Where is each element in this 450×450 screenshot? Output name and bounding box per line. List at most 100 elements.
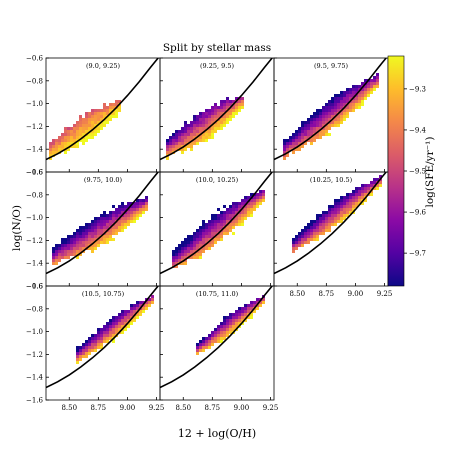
heatmap-cell (58, 142, 61, 145)
heatmap-cell (85, 121, 88, 124)
heatmap-cell (292, 136, 295, 139)
heatmap-cell (190, 124, 193, 127)
heatmap-cell (100, 109, 103, 112)
heatmap-cell (238, 106, 241, 109)
heatmap-cell (217, 334, 220, 337)
heatmap-cell (220, 103, 223, 106)
panel-2: (9.25, 9.5) (159, 57, 275, 173)
heatmap-cell (241, 214, 244, 217)
heatmap-cell (322, 127, 325, 130)
heatmap-cell (79, 247, 82, 250)
heatmap-cell (334, 97, 337, 100)
heatmap-cell (322, 118, 325, 121)
heatmap-cell (193, 142, 196, 145)
heatmap-cell (58, 256, 61, 259)
heatmap-cell (94, 112, 97, 115)
heatmap-cell (307, 235, 310, 238)
heatmap-cell (112, 217, 115, 220)
heatmap-cell (124, 322, 127, 325)
heatmap-cell (127, 217, 130, 220)
heatmap-cell (178, 244, 181, 247)
heatmap-cell (187, 253, 190, 256)
heatmap-cell (208, 109, 211, 112)
heatmap-cell (238, 217, 241, 220)
heatmap-cell (310, 124, 313, 127)
heatmap-cell (235, 313, 238, 316)
heatmap-cell (112, 232, 115, 235)
heatmap-cell (85, 118, 88, 121)
heatmap-cell (58, 145, 61, 148)
heatmap-cell (355, 103, 358, 106)
heatmap-cell (328, 229, 331, 232)
heatmap-cell (325, 106, 328, 109)
heatmap-cell (94, 238, 97, 241)
heatmap-cell (226, 100, 229, 103)
heatmap-cell (343, 199, 346, 202)
heatmap-cell (319, 130, 322, 133)
heatmap-cell (364, 85, 367, 88)
heatmap-cell (52, 148, 55, 151)
heatmap-cell (70, 130, 73, 133)
panel-label: (9.5, 9.75) (314, 62, 348, 70)
heatmap-cell (103, 334, 106, 337)
heatmap-cell (352, 106, 355, 109)
heatmap-cell (205, 247, 208, 250)
heatmap-cell (328, 205, 331, 208)
heatmap-cell (202, 241, 205, 244)
heatmap-cell (247, 310, 250, 313)
heatmap-cell (106, 325, 109, 328)
heatmap-cell (340, 205, 343, 208)
heatmap-cell (61, 148, 64, 151)
heatmap-cell (106, 340, 109, 343)
heatmap-cell (112, 211, 115, 214)
heatmap-cell (295, 235, 298, 238)
heatmap-cell (220, 220, 223, 223)
heatmap-cell (358, 88, 361, 91)
heatmap-cell (253, 304, 256, 307)
heatmap-cell (241, 319, 244, 322)
heatmap-cell (133, 214, 136, 217)
heatmap-cell (325, 223, 328, 226)
heatmap-cell (82, 121, 85, 124)
heatmap-cell (79, 130, 82, 133)
panel-label: (9.75, 10.0) (84, 176, 123, 184)
heatmap-cell (346, 205, 349, 208)
heatmap-cell (289, 136, 292, 139)
heatmap-cell (223, 217, 226, 220)
heatmap-cell (193, 127, 196, 130)
heatmap-cell (205, 109, 208, 112)
heatmap-cell (307, 118, 310, 121)
heatmap-cell (322, 220, 325, 223)
heatmap-cell (223, 124, 226, 127)
y-tick-label: −1.6 (26, 169, 44, 177)
panel-label: (9.25, 9.5) (200, 62, 234, 70)
heatmap-cell (250, 199, 253, 202)
heatmap-cell (187, 127, 190, 130)
heatmap-cell (76, 136, 79, 139)
heatmap-cell (73, 232, 76, 235)
heatmap-cell (94, 346, 97, 349)
heatmap-cell (229, 100, 232, 103)
heatmap-cell (109, 229, 112, 232)
heatmap-cell (97, 220, 100, 223)
heatmap-cell (109, 328, 112, 331)
heatmap-cell (199, 256, 202, 259)
heatmap-cell (100, 214, 103, 217)
heatmap-cell (76, 145, 79, 148)
heatmap-cell (334, 211, 337, 214)
heatmap-cell (370, 187, 373, 190)
heatmap-cell (82, 232, 85, 235)
heatmap-cell (70, 250, 73, 253)
heatmap-cell (91, 121, 94, 124)
heatmap-cell (112, 214, 115, 217)
heatmap-cell (301, 136, 304, 139)
heatmap-cell (226, 226, 229, 229)
heatmap-cell (175, 136, 178, 139)
heatmap-cell (79, 235, 82, 238)
heatmap-cell (139, 301, 142, 304)
heatmap-cell (352, 208, 355, 211)
heatmap-cell (220, 106, 223, 109)
heatmap-cell (88, 127, 91, 130)
heatmap-cell (319, 217, 322, 220)
heatmap-cell (241, 97, 244, 100)
